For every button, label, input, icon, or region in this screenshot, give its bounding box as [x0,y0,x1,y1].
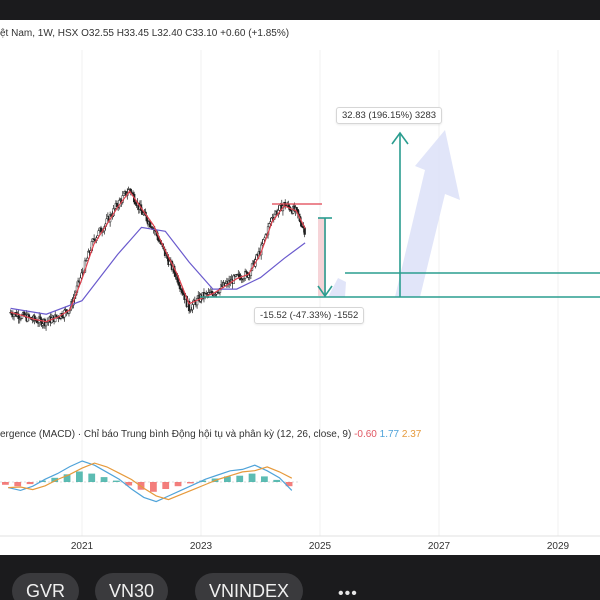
macd-bar [199,480,207,482]
macd-bar [125,482,133,486]
macd-bar [261,476,268,482]
candle-body [238,273,241,278]
symbol-info: ệt Nam, 1W, HSX O32.55 H33.45 L32.40 C33… [0,28,290,39]
macd-value: -0.60 [354,429,377,440]
macd-bar [113,480,120,482]
hist-value: 2.37 [401,429,422,440]
candle-body [134,201,137,205]
macd-histogram [2,471,293,492]
macd-bar [174,482,182,487]
ticker-chip-gvr[interactable]: GVR [12,573,80,600]
target-label[interactable]: 32.83 (196.15%) 3283 [336,107,443,124]
x-axis-ticks: 2021 2023 2025 2027 2029 [71,541,570,552]
macd-bar [14,482,22,487]
drop-measure-arrowhead [317,285,333,298]
projection-arrow-small [328,278,346,297]
candle-body [303,227,306,235]
macd-bar [187,482,194,484]
chart-panel[interactable]: ệt Nam, 1W, HSX O32.55 H33.45 L32.40 C33… [0,20,600,555]
x-tick-label: 2021 [71,541,94,552]
candle-body [44,322,48,327]
top-bar [0,0,600,20]
macd-bar [150,482,157,492]
macd-bar [2,482,9,485]
macd-bar [88,473,96,482]
candle-body [295,207,298,210]
price-chart[interactable]: 2021 2023 2025 2027 2029 [0,20,600,555]
candle-body [12,313,16,317]
macd-bar [76,471,83,482]
macd-bar [63,474,71,482]
macd-title: ergence (MACD) · Chỉ báo Trung bình Động… [0,429,352,440]
drop-label[interactable]: -15.52 (-47.33%) -1552 [254,307,365,324]
candle-body [268,223,271,228]
ticker-chip-vnindex[interactable]: VNINDEX [195,573,304,600]
macd-line [8,460,293,503]
candle-body [122,192,126,196]
candle-body [278,205,281,211]
candle-body [191,304,194,310]
moving-average-slow [10,226,306,315]
macd-bar [26,482,34,485]
x-tick-label: 2025 [309,541,332,552]
macd-bar [273,479,281,482]
target-measure-arrowhead [391,131,409,145]
more-icon[interactable]: ••• [338,585,358,600]
candle-body [177,281,180,286]
moving-average-fast [10,190,306,323]
macd-bar [285,482,293,487]
macd-bar [162,482,170,489]
signal-value: 1.77 [379,429,400,440]
candle-body [39,316,42,320]
candle-body [181,289,184,294]
x-tick-label: 2027 [428,541,451,552]
macd-bar [248,473,256,482]
macd-bar [224,476,231,482]
x-tick-label: 2029 [547,541,570,552]
chart-grid [81,50,559,536]
signal-line [8,462,293,501]
drop-range-box [318,218,326,296]
macd-bar [51,477,59,482]
macd-bar [100,477,108,482]
macd-bar [236,475,244,482]
x-tick-label: 2023 [190,541,213,552]
candle-body [178,284,182,290]
ticker-chip-vn30[interactable]: VN30 [95,573,169,600]
projection-arrow [395,130,460,297]
macd-legend: ergence (MACD) · Chỉ báo Trung bình Động… [0,429,421,440]
ticker-bar: GVR VN30 VNINDEX ••• [0,555,600,600]
